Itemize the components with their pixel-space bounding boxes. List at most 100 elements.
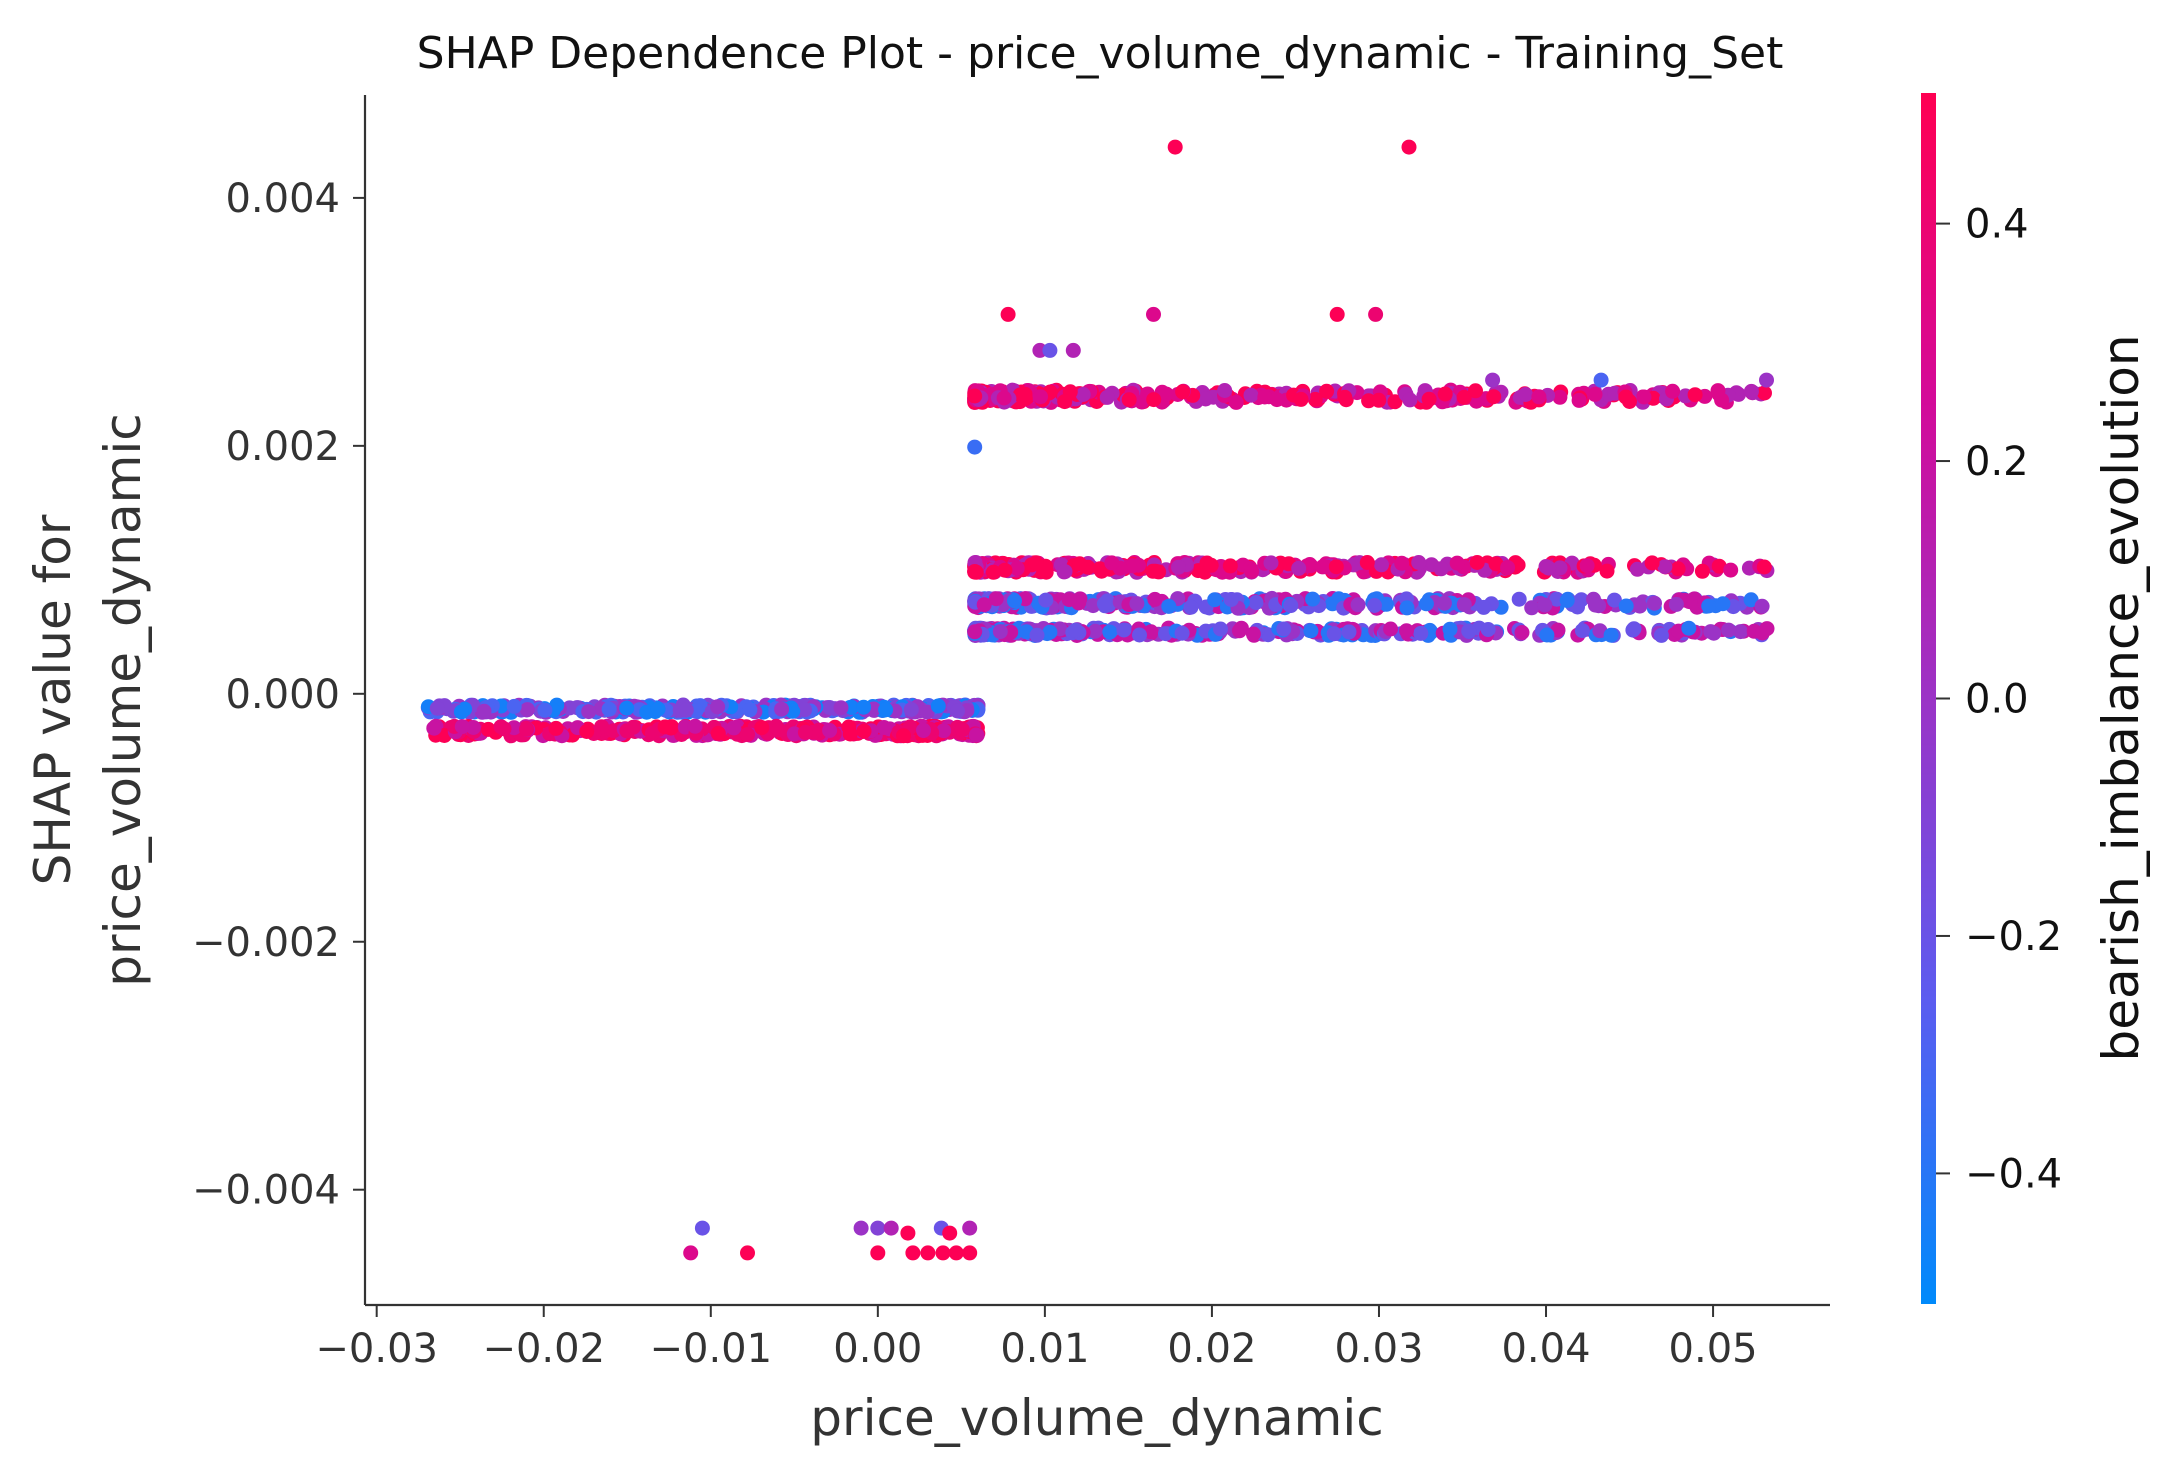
data-point	[1541, 560, 1557, 576]
data-point	[1486, 389, 1502, 405]
x-ticks: −0.03 −0.02 −0.01 0.00 0.01 0.02 0.03 0.04 0.05	[315, 1305, 1758, 1372]
data-point	[1743, 592, 1759, 608]
data-point	[754, 720, 770, 736]
colorbar-ticks: −0.4 −0.2 0.0 0.2 0.4	[1936, 202, 2062, 1197]
data-point	[1175, 384, 1191, 400]
data-point	[1559, 592, 1575, 608]
data-point	[1629, 561, 1645, 577]
data-point	[581, 704, 597, 720]
data-point	[1603, 627, 1619, 643]
data-point	[1291, 560, 1307, 576]
data-point	[678, 702, 694, 718]
data-point	[903, 702, 919, 717]
data-point	[1371, 392, 1387, 408]
data-point	[1359, 555, 1375, 570]
data-point	[537, 702, 553, 718]
data-point	[1552, 560, 1568, 576]
data-point	[426, 720, 442, 736]
data-point	[1514, 625, 1530, 640]
data-point	[1167, 139, 1183, 155]
data-point	[1350, 597, 1366, 613]
data-point	[1401, 139, 1417, 155]
data-point	[506, 698, 522, 714]
data-point	[1625, 622, 1641, 638]
colorbar-tick-label: 0.4	[1965, 202, 2029, 248]
data-point	[548, 720, 564, 736]
data-point	[1222, 558, 1238, 574]
data-point	[1305, 591, 1321, 607]
data-point	[1068, 622, 1084, 638]
data-point	[950, 703, 965, 719]
data-point	[878, 702, 894, 718]
data-point	[976, 597, 992, 613]
colorbar-tick-label: 0.2	[1965, 439, 2029, 485]
x-tick-label: 0.05	[1669, 1326, 1758, 1372]
data-point	[1723, 562, 1739, 578]
data-point	[1307, 391, 1323, 407]
data-point	[1029, 627, 1045, 643]
data-point	[1743, 383, 1759, 399]
data-point	[1116, 622, 1132, 638]
data-point	[1759, 372, 1774, 388]
data-point	[1518, 387, 1534, 402]
data-point	[1379, 596, 1394, 612]
data-point	[1632, 598, 1648, 614]
data-point	[1245, 626, 1261, 642]
data-point	[429, 700, 445, 716]
data-point	[1243, 387, 1259, 403]
data-point	[480, 721, 496, 737]
data-point	[967, 564, 983, 579]
data-point	[1701, 598, 1717, 614]
data-point	[1072, 556, 1088, 572]
data-point	[1198, 391, 1214, 407]
data-point	[988, 591, 1004, 607]
data-point	[1644, 555, 1660, 571]
data-point	[1337, 389, 1353, 405]
data-point	[1057, 564, 1073, 580]
data-point	[454, 719, 470, 735]
data-point	[1102, 624, 1118, 640]
data-point	[1303, 623, 1319, 639]
data-point	[1657, 559, 1673, 575]
data-point	[1328, 559, 1344, 575]
data-point	[996, 390, 1012, 406]
data-point	[1129, 596, 1145, 612]
data-point	[1653, 627, 1669, 643]
y-tick-label: −0.004	[192, 1168, 340, 1214]
data-point	[935, 1245, 951, 1261]
data-point	[883, 1220, 899, 1236]
data-point	[771, 722, 787, 738]
data-point	[967, 388, 983, 404]
data-point	[1413, 625, 1429, 641]
data-point	[842, 726, 858, 742]
colorbar-tick-label: 0.0	[1965, 677, 2029, 723]
data-point	[916, 722, 931, 738]
data-point	[876, 720, 892, 735]
data-point	[1436, 595, 1452, 611]
data-point	[1437, 386, 1453, 402]
y-tick-label: 0.002	[225, 424, 340, 470]
data-point	[650, 701, 666, 717]
data-point	[1143, 624, 1159, 640]
data-point	[870, 1245, 886, 1261]
data-point	[1711, 558, 1727, 574]
data-point	[962, 1245, 978, 1261]
data-point	[1449, 555, 1465, 571]
data-point	[1368, 306, 1384, 322]
data-point	[1756, 559, 1772, 575]
y-axis-label-line-2: price_volume_dynamic	[94, 413, 152, 986]
data-point	[1203, 557, 1219, 573]
data-point	[797, 702, 813, 718]
data-point	[896, 728, 911, 744]
data-point	[1721, 622, 1737, 638]
data-point	[833, 700, 849, 716]
data-point	[710, 699, 726, 715]
data-point	[1132, 627, 1147, 643]
data-point	[519, 702, 535, 718]
data-point	[786, 726, 802, 742]
data-point	[1402, 392, 1418, 408]
data-point	[1537, 597, 1553, 613]
data-point	[1488, 556, 1504, 572]
data-point	[726, 720, 742, 736]
